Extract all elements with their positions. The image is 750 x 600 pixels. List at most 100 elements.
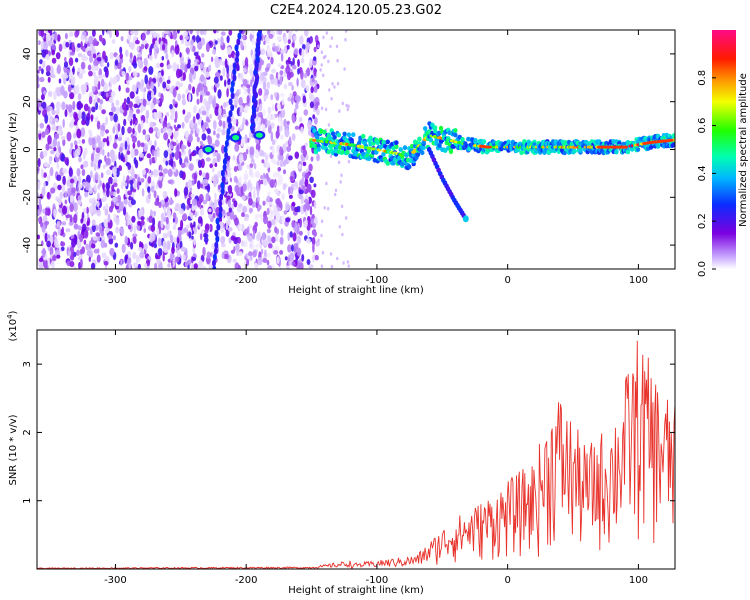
noise-dot	[283, 45, 287, 54]
diagonal-streak-segment	[221, 175, 226, 183]
noise-dot	[73, 266, 77, 269]
noise-dot	[260, 174, 264, 180]
noise-dot	[79, 233, 84, 243]
noise-dot	[50, 187, 56, 194]
noise-dot	[137, 53, 142, 58]
noise-dot	[193, 122, 198, 130]
noise-dot	[128, 109, 134, 119]
noise-dot	[177, 82, 183, 88]
noise-dot	[96, 120, 101, 130]
diagonal-streak-segment	[218, 205, 223, 213]
noise-dot	[258, 122, 262, 131]
noise-dot	[214, 82, 220, 88]
noise-dot	[48, 155, 52, 165]
noise-dot	[172, 62, 178, 72]
noise-dot	[53, 90, 57, 100]
band-speckle	[345, 149, 350, 155]
diagonal-streak-segment	[220, 187, 225, 195]
noise-dot	[260, 48, 266, 56]
noise-dot	[179, 52, 182, 58]
noise-dot	[248, 69, 253, 75]
noise-dot	[244, 105, 249, 111]
noise-dot	[194, 211, 197, 218]
noise-dot	[255, 202, 258, 209]
noise-dot	[342, 261, 345, 265]
noise-dot	[124, 152, 128, 163]
noise-dot	[121, 243, 126, 254]
noise-dot	[58, 146, 62, 154]
noise-dot	[44, 48, 49, 56]
noise-dot	[219, 75, 223, 81]
noise-dot	[102, 30, 105, 36]
noise-dot	[218, 107, 222, 115]
noise-dot	[212, 120, 217, 130]
noise-dot	[93, 248, 99, 254]
noise-dot	[300, 126, 304, 134]
noise-dot	[156, 35, 160, 46]
noise-dot	[62, 138, 66, 147]
noise-dot	[76, 101, 81, 110]
noise-dot	[56, 254, 61, 259]
noise-dot	[115, 106, 120, 115]
noise-dot	[64, 32, 68, 40]
noise-dot	[329, 154, 333, 158]
noise-dot	[273, 188, 279, 194]
noise-dot	[40, 30, 45, 38]
noise-dot	[112, 171, 117, 177]
noise-dot	[262, 108, 266, 117]
noise-dot	[226, 166, 232, 172]
noise-dot	[248, 251, 253, 257]
spectrogram-x-tick-label: -100	[366, 275, 389, 286]
noise-dot	[105, 157, 111, 166]
noise-dot	[201, 228, 205, 234]
noise-dot	[64, 191, 68, 198]
noise-dot	[113, 166, 117, 174]
noise-dot	[74, 144, 78, 150]
noise-dot	[273, 92, 277, 98]
noise-dot	[96, 135, 102, 144]
noise-dot	[66, 131, 72, 142]
noise-dot	[197, 159, 202, 169]
noise-dot	[323, 206, 326, 210]
noise-dot	[335, 44, 339, 49]
noise-dot	[191, 86, 196, 94]
noise-dot	[191, 198, 198, 206]
noise-dot	[164, 30, 169, 35]
band-speckle	[394, 140, 399, 146]
noise-dot	[159, 172, 163, 177]
noise-dot	[251, 38, 255, 45]
band-speckle	[415, 152, 421, 157]
noise-dot	[108, 237, 114, 245]
noise-dot	[303, 204, 307, 213]
noise-dot	[317, 238, 320, 242]
noise-dot	[41, 101, 47, 109]
noise-dot	[88, 256, 92, 263]
noise-dot	[137, 123, 142, 134]
noise-dot	[162, 120, 168, 130]
noise-dot	[205, 172, 210, 181]
noise-dot	[127, 162, 131, 170]
noise-dot	[165, 160, 168, 166]
band-speckle	[438, 125, 444, 131]
noise-dot	[238, 96, 243, 106]
noise-dot	[199, 140, 203, 145]
noise-dot	[69, 214, 73, 223]
noise-dot	[156, 255, 161, 260]
noise-dot	[305, 69, 311, 74]
noise-dot	[170, 234, 174, 244]
noise-dot	[173, 166, 177, 173]
noise-dot	[121, 70, 126, 77]
noise-dot	[65, 41, 70, 48]
noise-dot	[167, 231, 171, 238]
noise-dot	[61, 226, 64, 235]
noise-dot	[199, 30, 204, 36]
noise-dot	[225, 224, 228, 230]
noise-dot	[88, 136, 94, 146]
noise-dot	[233, 118, 237, 126]
noise-dot	[271, 218, 276, 226]
noise-dot	[235, 243, 240, 251]
noise-dot	[105, 182, 111, 190]
noise-dot	[336, 58, 339, 63]
noise-dot	[140, 142, 145, 148]
noise-dot	[262, 258, 268, 263]
